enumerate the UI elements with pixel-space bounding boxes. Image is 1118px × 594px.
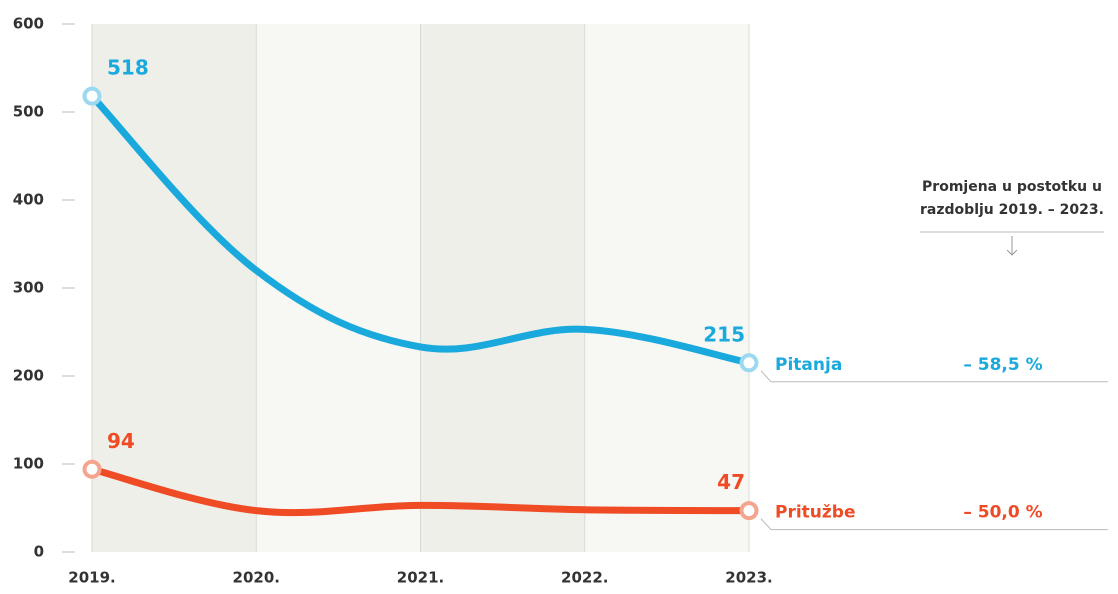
- point-marker: [739, 353, 759, 373]
- y-tick-label: 0: [34, 543, 44, 561]
- y-tick-label: 400: [13, 191, 44, 209]
- background-bands: [92, 24, 749, 552]
- series-label: Pritužbe: [775, 503, 856, 523]
- change-label: – 50,0 %: [963, 503, 1042, 523]
- point-marker: [82, 459, 102, 479]
- change-label: – 58,5 %: [963, 355, 1042, 375]
- band: [92, 24, 257, 552]
- series-label: Pitanja: [775, 355, 842, 375]
- annotation-line: razdoblju 2019. – 2023.: [920, 202, 1104, 218]
- y-tick-label: 100: [13, 455, 44, 473]
- annotation-line: Promjena u postotku u: [922, 179, 1102, 195]
- band: [420, 24, 585, 552]
- point-marker: [739, 501, 759, 521]
- x-tick-label: 2019.: [68, 569, 115, 587]
- series-line: [89, 93, 750, 367]
- x-tick-label: 2020.: [233, 569, 280, 587]
- band: [584, 24, 749, 552]
- y-tick-label: 500: [13, 103, 44, 121]
- annotation-arrow: [1006, 236, 1018, 256]
- data-label: 215: [703, 322, 745, 346]
- point-marker: [82, 86, 102, 106]
- y-tick-label: 300: [13, 279, 44, 297]
- y-tick-label: 600: [13, 15, 44, 33]
- data-label: 94: [107, 429, 135, 453]
- y-tick-label: 200: [13, 367, 44, 385]
- leader-line: [760, 370, 1108, 383]
- data-label: 47: [717, 470, 745, 494]
- series-line: [91, 465, 750, 517]
- leader-line: [760, 518, 1108, 531]
- x-tick-label: 2021.: [397, 569, 444, 587]
- data-label: 518: [107, 56, 149, 80]
- x-tick-label: 2022.: [561, 569, 608, 587]
- x-tick-label: 2023.: [725, 569, 772, 587]
